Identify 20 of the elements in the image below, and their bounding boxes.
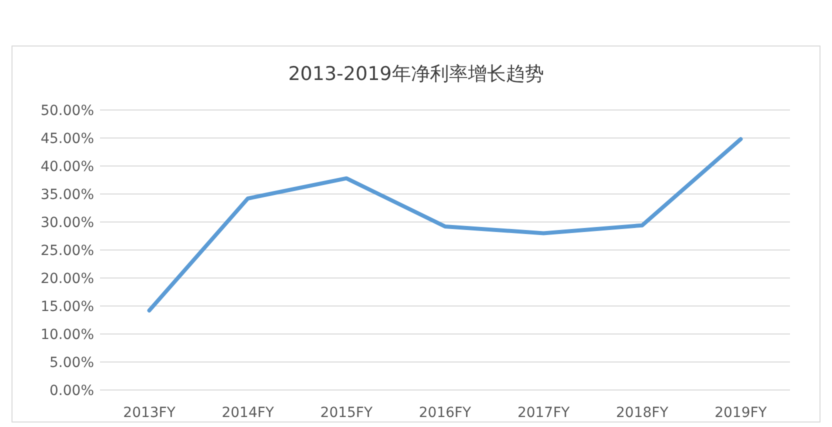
x-tick-label: 2017FY xyxy=(517,405,570,421)
y-tick-label: 25.00% xyxy=(40,243,94,259)
x-tick-label: 2018FY xyxy=(616,405,669,421)
y-tick-label: 0.00% xyxy=(50,383,94,399)
y-tick-label: 50.00% xyxy=(40,103,94,119)
x-tick-label: 2014FY xyxy=(222,405,274,421)
y-tick-label: 10.00% xyxy=(40,327,94,343)
y-tick-label: 15.00% xyxy=(40,299,94,315)
x-tick-label: 2016FY xyxy=(418,405,472,421)
y-tick-label: 35.00% xyxy=(40,187,94,203)
x-tick-label: 2013FY xyxy=(123,405,176,421)
x-tick-label: 2019FY xyxy=(714,405,768,421)
chart-title: 2013-2019年净利率增长趋势 xyxy=(288,63,544,85)
y-tick-label: 30.00% xyxy=(40,215,94,231)
x-tick-label: 2015FY xyxy=(320,405,373,421)
y-tick-label: 45.00% xyxy=(40,131,94,147)
y-tick-label: 40.00% xyxy=(40,159,94,175)
line-series xyxy=(147,137,743,312)
y-tick-label: 20.00% xyxy=(40,271,94,287)
y-tick-label: 5.00% xyxy=(50,355,94,371)
